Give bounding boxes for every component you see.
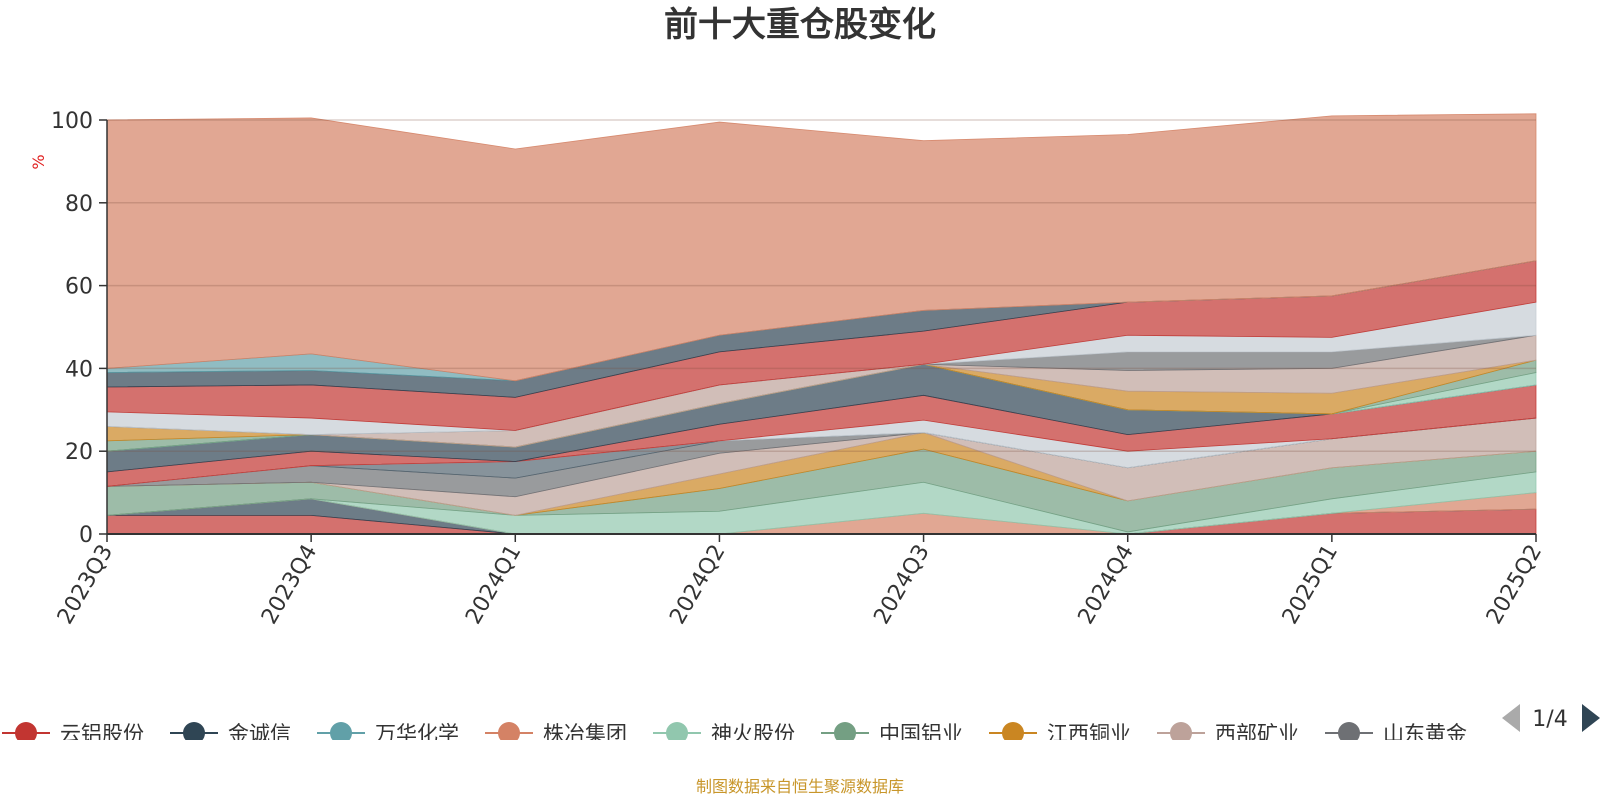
legend-item[interactable]: 山东黄金 (1325, 722, 1467, 746)
y-tick-label: 60 (65, 275, 93, 300)
legend-marker (1170, 722, 1192, 740)
y-tick-label: 40 (65, 357, 93, 382)
legend-marker (834, 722, 856, 740)
x-tick-label: 2024Q4 (1074, 541, 1139, 629)
legend-label: 山东黄金 (1383, 722, 1467, 746)
legend-label: 中国铝业 (879, 722, 963, 746)
legend-item[interactable]: 中国铝业 (821, 722, 963, 746)
x-tick-label: 2023Q3 (53, 541, 118, 629)
legend-marker (498, 722, 520, 740)
y-tick-label: 80 (65, 192, 93, 217)
legend-item[interactable]: 株冶集团 (485, 722, 627, 746)
x-tick-label: 2025Q2 (1482, 541, 1547, 629)
legend-item[interactable]: 西部矿业 (1157, 722, 1299, 746)
legend-item[interactable]: 神火股份 (653, 722, 795, 746)
plot-areas (106, 113, 1537, 535)
legend-page-indicator: 1/4 (1532, 707, 1567, 732)
legend-marker (666, 722, 688, 740)
x-tick-label: 2025Q1 (1278, 541, 1343, 629)
source-note: 制图数据来自恒生聚源数据库 (696, 777, 904, 796)
x-tick-label: 2024Q1 (461, 541, 526, 629)
chart-title: 前十大重仓股变化 (664, 5, 936, 45)
legend: 云铝股份 金诚信 万华化学 株冶集团 神火股份 中国铝业 江西铜业 西部矿业 山东黄金 1/4 (2, 704, 1600, 746)
triangle-right-icon[interactable] (1582, 704, 1600, 732)
legend-marker (1002, 722, 1024, 740)
x-tick-label: 2023Q4 (257, 541, 322, 629)
legend-label: 株冶集团 (543, 722, 627, 746)
legend-marker (330, 722, 352, 740)
y-tick-label: 20 (65, 440, 93, 465)
legend-pager: 1/4 (1502, 704, 1600, 732)
legend-label: 西部矿业 (1215, 722, 1299, 746)
legend-label: 神火股份 (711, 722, 795, 746)
legend-marker (183, 722, 205, 740)
legend-label: 万华化学 (375, 722, 459, 746)
y-axis-label: % (29, 154, 48, 169)
x-tick-label: 2024Q3 (869, 541, 934, 629)
legend-item[interactable]: 金诚信 (170, 722, 291, 746)
legend-label: 金诚信 (228, 722, 291, 746)
triangle-left-icon[interactable] (1502, 704, 1520, 732)
legend-item[interactable]: 云铝股份 (2, 722, 144, 746)
y-tick-label: 0 (79, 523, 93, 548)
x-tick-label: 2024Q2 (665, 541, 730, 629)
legend-label: 云铝股份 (60, 722, 144, 746)
legend-marker (15, 722, 37, 740)
y-tick-label: 100 (51, 109, 93, 134)
area-series-24 (106, 113, 1537, 382)
legend-item[interactable]: 江西铜业 (989, 722, 1131, 746)
legend-label: 江西铜业 (1047, 722, 1131, 746)
legend-item[interactable]: 万华化学 (317, 722, 459, 746)
legend-marker (1338, 722, 1360, 740)
